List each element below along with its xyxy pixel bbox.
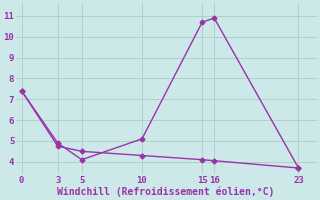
X-axis label: Windchill (Refroidissement éolien,°C): Windchill (Refroidissement éolien,°C) (57, 186, 275, 197)
